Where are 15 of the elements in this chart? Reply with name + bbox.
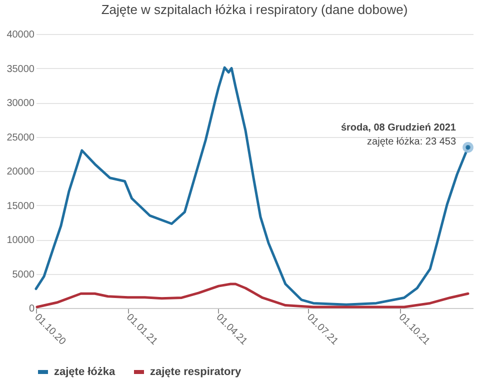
- y-tick-label: 40000: [6, 30, 35, 40]
- y-tick-label: 30000: [6, 98, 35, 109]
- y-tick-label: 25000: [6, 132, 35, 144]
- y-tick-label: 5000: [12, 269, 35, 280]
- y-tick-label: 20000: [6, 166, 35, 178]
- y-tick-label: 0: [28, 304, 35, 314]
- line-series: [36, 282, 470, 308]
- y-tick-label: 10000: [6, 235, 35, 246]
- chart-title: Zajęte w szpitalach łóżka i respiratory (dane dobowe): [101, 2, 408, 17]
- annotation: środa, 08 Grudzień 2021: [340, 122, 456, 134]
- y-tick-label: 35000: [6, 64, 35, 75]
- legend-label: zajęte respiratory: [150, 366, 242, 378]
- annotation: zajęte łóżka: 23 453: [367, 136, 456, 148]
- legend-label: zajęte łóżka: [54, 366, 116, 378]
- y-tick-label: 15000: [6, 200, 35, 212]
